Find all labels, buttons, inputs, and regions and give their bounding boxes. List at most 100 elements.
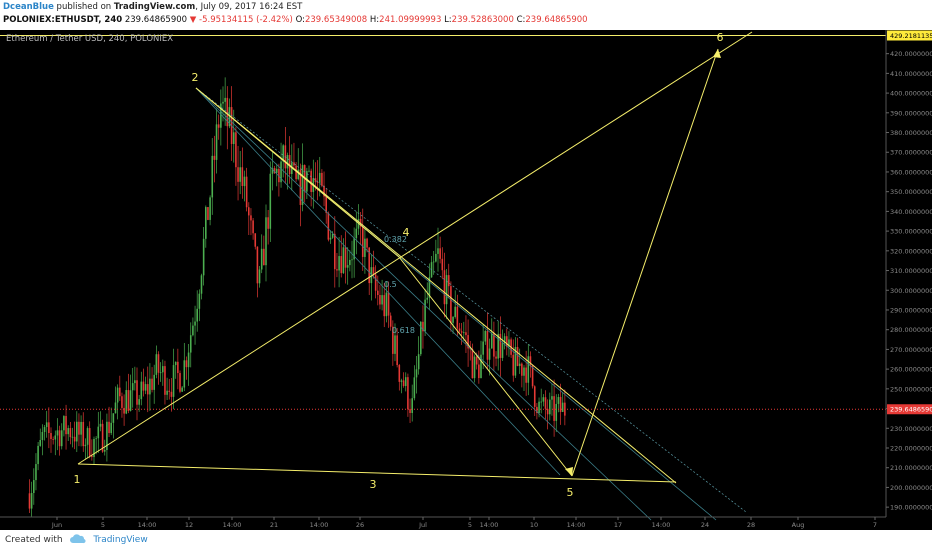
candle-body: [368, 247, 370, 284]
candle-body: [146, 384, 149, 395]
candle-body: [134, 380, 136, 384]
price-axis[interactable]: 190.00000000 200.00000000 210.00000000 220.…: [886, 30, 932, 512]
candle-body: [153, 374, 155, 390]
candle-body: [475, 356, 478, 365]
candle-body: [428, 277, 431, 298]
candle-body: [415, 369, 418, 378]
candle-body: [224, 97, 226, 102]
candle-body: [465, 332, 467, 336]
candle-body: [521, 363, 523, 376]
candle-body: [121, 396, 123, 408]
candle-body: [555, 403, 558, 421]
candle-body: [162, 366, 164, 373]
chart-background: [0, 30, 932, 530]
candle-body: [452, 316, 454, 323]
x-tick-label: 24: [701, 521, 709, 529]
open-label: O:: [295, 15, 305, 25]
candle-body: [478, 364, 480, 379]
candle-body: [93, 439, 95, 458]
y-tick-label: 410.00000000: [890, 70, 932, 78]
candle-body: [189, 335, 192, 353]
candle-body: [35, 464, 37, 481]
y-tick-label: 370.00000000: [890, 149, 932, 157]
candle-body: [252, 220, 254, 234]
candle-body: [63, 416, 65, 431]
author-link[interactable]: DceanBlue: [3, 2, 54, 12]
y-tick-label: 250.00000000: [890, 385, 932, 393]
candle-body: [131, 383, 134, 391]
candle-body: [76, 421, 78, 442]
candle-body: [340, 256, 343, 274]
candle-body: [437, 248, 439, 254]
candle-body: [271, 168, 274, 174]
y-tick-label: 200.00000000: [890, 484, 932, 492]
candle-body: [435, 253, 437, 262]
candle-body: [91, 455, 93, 458]
candle-body: [181, 387, 183, 392]
candle-body: [33, 480, 35, 493]
candle-body: [95, 438, 97, 440]
candle-body: [159, 372, 162, 374]
y-tick-label: 380.00000000: [890, 129, 932, 137]
x-tick-label: 5: [468, 521, 472, 529]
wave-label-5: 5: [567, 486, 574, 499]
candle-body: [445, 275, 448, 305]
candle-body: [39, 439, 42, 446]
candle-body: [460, 331, 463, 333]
candle-body: [149, 378, 151, 395]
y-tick-label: 310.00000000: [890, 267, 932, 275]
y-tick-label: 210.00000000: [890, 464, 932, 472]
candle-body: [82, 421, 85, 447]
candle-body: [473, 356, 476, 379]
candle-body: [119, 387, 121, 397]
candle-body: [377, 290, 379, 295]
candle-body: [544, 397, 547, 409]
candle-body: [325, 196, 327, 213]
y-tick-label: 280.00000000: [890, 326, 932, 334]
site-link[interactable]: TradingView.com: [113, 2, 196, 12]
candle-body: [316, 181, 319, 183]
candle-body: [260, 248, 263, 270]
time-axis[interactable]: Jun 5 14:00 12 14:00 21 14:00 26 Jul 5 14:00 10 14:0…: [51, 517, 877, 529]
candle-body: [387, 292, 390, 316]
candle-body: [353, 238, 355, 260]
candle-body: [338, 256, 340, 271]
candle-body: [422, 321, 424, 332]
candle-body: [202, 238, 205, 276]
candle-body: [200, 275, 203, 294]
candle-body: [84, 444, 87, 447]
candle-body: [355, 228, 358, 239]
candle-body: [329, 237, 332, 240]
y-tick-label: 300.00000000: [890, 287, 932, 295]
candle-body: [488, 348, 491, 360]
x-tick-label: 14:00: [223, 521, 242, 529]
fib-level-label: 0.382: [384, 235, 407, 244]
candle-body: [275, 168, 278, 173]
candle-body: [280, 161, 282, 183]
candle-body: [306, 171, 308, 192]
candle-body: [346, 265, 349, 268]
candle-body: [116, 387, 119, 403]
wave-line-5-6: [571, 48, 719, 477]
candle-body: [48, 422, 50, 434]
candle-body: [514, 347, 517, 376]
candle-body: [60, 430, 63, 447]
candle-body: [458, 328, 461, 332]
candle-body: [258, 269, 261, 284]
candle-body: [142, 381, 145, 391]
candle-body: [392, 326, 394, 354]
candle-body: [508, 339, 510, 347]
candle-body: [467, 335, 469, 349]
candle-body: [177, 361, 179, 374]
candle-body: [370, 267, 373, 284]
x-tick-label: 14:00: [138, 521, 157, 529]
candle-body: [56, 430, 59, 436]
tradingview-logo-text[interactable]: TradingView: [93, 535, 148, 545]
last-price: 239.64865900: [124, 15, 188, 25]
candle-body: [295, 165, 297, 180]
candle-body: [245, 176, 248, 208]
candle-body: [45, 422, 48, 428]
candle-body: [123, 407, 125, 414]
y-tick-label: 220.00000000: [890, 444, 932, 452]
